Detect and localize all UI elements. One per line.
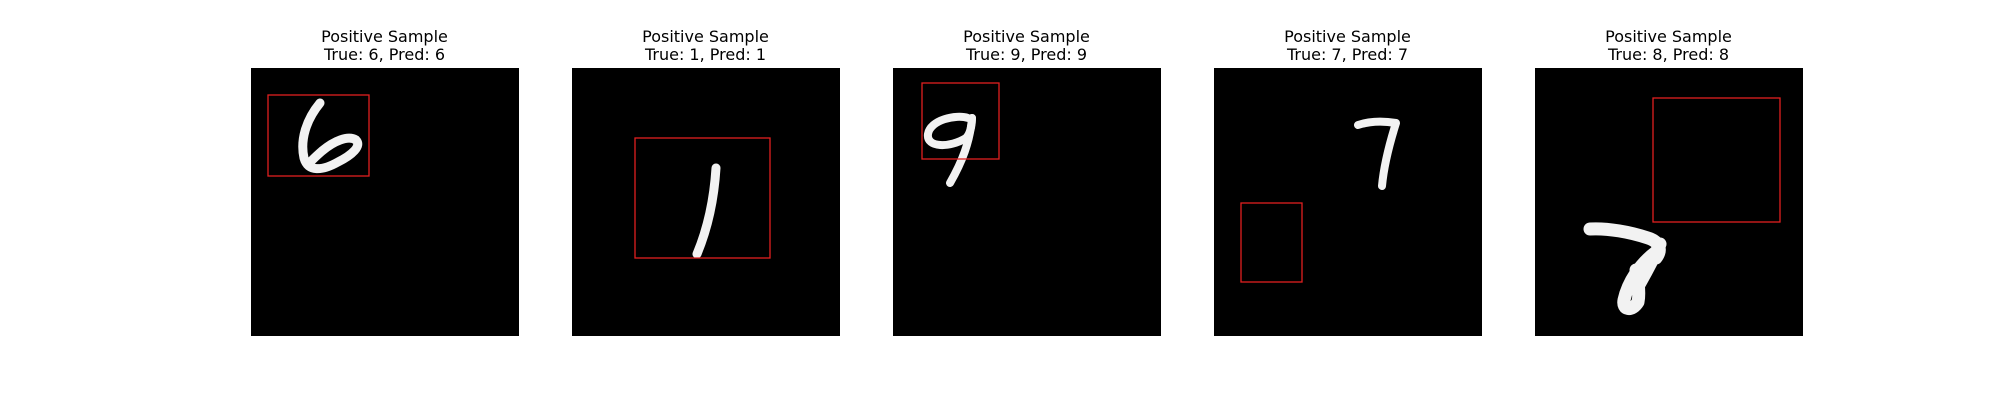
panel-1: Positive Sample True: 6, Pred: 6 — [251, 27, 519, 336]
panel-2-caption: True: 1, Pred: 1 — [644, 45, 766, 64]
panel-5-digit — [1583, 222, 1667, 315]
panel-4: Positive Sample True: 7, Pred: 7 — [1214, 27, 1482, 336]
panel-3-image — [893, 68, 1161, 336]
panel-1-image — [251, 68, 519, 336]
panel-1-caption: True: 6, Pred: 6 — [323, 45, 445, 64]
panel-5-title: Positive Sample — [1605, 27, 1732, 46]
panel-2: Positive Sample True: 1, Pred: 1 — [572, 27, 840, 336]
panel-3-bounding-box — [921, 82, 1000, 160]
panel-2-digit — [692, 163, 721, 259]
panel-4-digit — [1354, 117, 1400, 190]
panel-5-image — [1535, 68, 1803, 336]
panel-4-title: Positive Sample — [1284, 27, 1411, 46]
panel-1-bounding-box — [267, 94, 370, 177]
panel-5: Positive Sample True: 8, Pred: 8 — [1535, 27, 1803, 336]
panel-4-bounding-box — [1240, 202, 1303, 283]
panel-1-digit — [298, 98, 363, 174]
panel-3-title: Positive Sample — [963, 27, 1090, 46]
panel-1-title: Positive Sample — [321, 27, 448, 46]
panel-3: Positive Sample True: 9, Pred: 9 — [893, 27, 1161, 336]
panel-2-image — [572, 68, 840, 336]
panel-2-bounding-box — [634, 137, 771, 259]
panel-5-caption: True: 8, Pred: 8 — [1607, 45, 1729, 64]
panel-4-caption: True: 7, Pred: 7 — [1286, 45, 1408, 64]
panel-3-digit — [924, 112, 976, 187]
panel-3-caption: True: 9, Pred: 9 — [965, 45, 1087, 64]
panel-4-image — [1214, 68, 1482, 336]
panel-5-bounding-box — [1652, 97, 1781, 223]
panel-2-title: Positive Sample — [642, 27, 769, 46]
